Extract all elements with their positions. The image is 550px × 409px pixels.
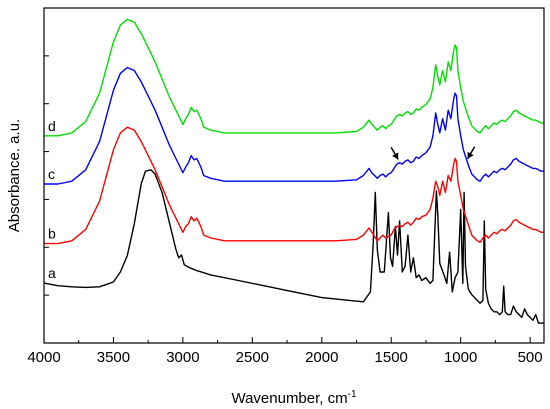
x-tick-label: 2000 [305, 349, 338, 366]
y-axis-label: Absorbance. a.u. [6, 119, 23, 232]
x-tick-label: 2500 [236, 349, 269, 366]
arrow-head [467, 151, 474, 159]
arrow-annotation [466, 146, 476, 160]
arrow-head [392, 152, 399, 160]
series-label-b: b [48, 226, 56, 242]
y-axis-ticks [44, 55, 49, 296]
series-layer: a b c d [43, 18, 544, 324]
x-axis-label-superscript: -1 [348, 389, 357, 400]
x-tick-label: 500 [518, 349, 543, 366]
x-tick-label: 4000 [27, 349, 60, 366]
series-label-d: d [48, 118, 56, 134]
x-tick-label: 3000 [166, 349, 199, 366]
x-tick-label: 1500 [375, 349, 408, 366]
series-line-b [44, 126, 544, 245]
x-axis-ticks: 4000 3500 3000 2500 2000 1500 1000 500 [27, 337, 543, 366]
series-line-c [44, 66, 544, 185]
x-axis-label: Wavenumber, cm-1 [231, 389, 356, 407]
series-line-d [44, 18, 544, 137]
annotation-layer [390, 146, 476, 160]
x-tick-label: 3500 [97, 349, 130, 366]
x-axis-label-text: Wavenumber, cm [231, 390, 347, 407]
series-line-a [43, 169, 544, 324]
series-label-c: c [48, 166, 55, 182]
plot-frame [43, 7, 545, 344]
series-label-a: a [48, 265, 56, 281]
arrow-annotation [390, 147, 399, 160]
x-tick-label: 1000 [444, 349, 477, 366]
